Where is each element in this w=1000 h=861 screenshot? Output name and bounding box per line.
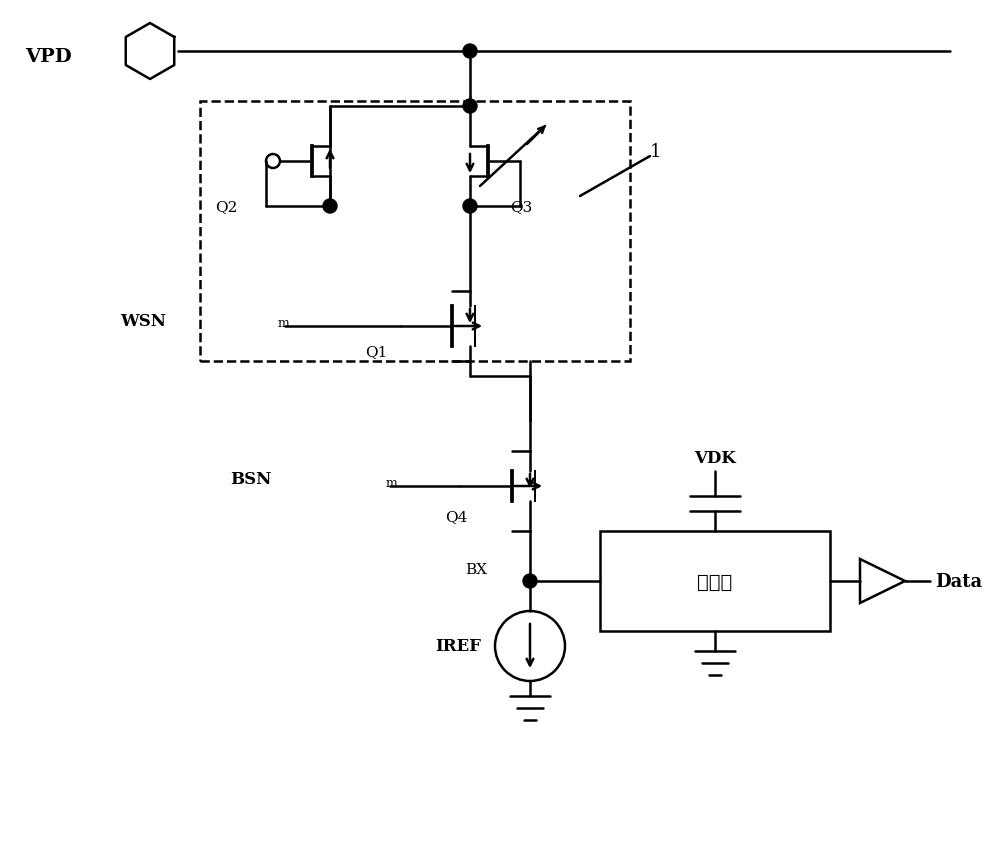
Text: Q4: Q4 <box>445 510 467 523</box>
Text: VPD: VPD <box>25 48 72 66</box>
Circle shape <box>323 200 337 214</box>
Text: 1: 1 <box>650 143 662 161</box>
Text: VDK: VDK <box>694 449 736 467</box>
Text: 比较器: 比较器 <box>697 572 733 591</box>
Text: IREF: IREF <box>435 638 481 654</box>
Circle shape <box>463 45 477 59</box>
Text: m: m <box>278 317 290 330</box>
Text: WSN: WSN <box>120 313 166 330</box>
Circle shape <box>463 100 477 114</box>
Text: Q2: Q2 <box>215 200 237 214</box>
Text: Q1: Q1 <box>365 344 387 358</box>
Text: m: m <box>386 476 398 489</box>
Text: BX: BX <box>465 562 487 576</box>
Text: BSN: BSN <box>230 471 271 488</box>
Circle shape <box>523 574 537 588</box>
Text: Q3: Q3 <box>510 200 532 214</box>
Circle shape <box>463 200 477 214</box>
Text: Data: Data <box>935 573 982 591</box>
